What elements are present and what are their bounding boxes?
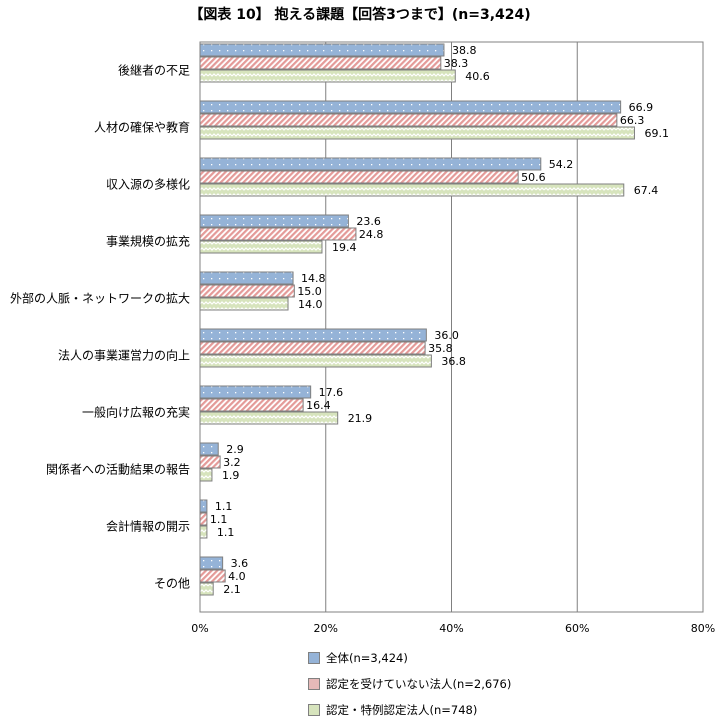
legend-label: 認定を受けていない法人(n=2,676) bbox=[326, 677, 512, 691]
bar bbox=[199, 385, 312, 399]
x-tick-label: 20% bbox=[314, 622, 338, 635]
data-label: 1.1 bbox=[215, 500, 233, 513]
data-label: 66.9 bbox=[629, 101, 654, 114]
x-tick-label: 40% bbox=[439, 622, 463, 635]
legend-label: 全体(n=3,424) bbox=[326, 651, 408, 665]
data-label: 67.4 bbox=[634, 184, 659, 197]
category-label: 関係者への活動結果の報告 bbox=[46, 463, 190, 477]
plot-border bbox=[199, 41, 704, 613]
legend-item-non-certified: 認定を受けていない法人(n=2,676) bbox=[308, 676, 511, 692]
data-label: 17.6 bbox=[319, 386, 344, 399]
data-label: 38.3 bbox=[444, 57, 469, 70]
data-label: 54.2 bbox=[549, 158, 574, 171]
legend-label: 認定・特例認定法人(n=748) bbox=[326, 703, 478, 717]
bar bbox=[199, 183, 625, 197]
chart-title: 【図表 10】 抱える課題【回答3つまで】(n=3,424) bbox=[189, 7, 531, 23]
bar bbox=[199, 468, 213, 482]
bar bbox=[199, 354, 432, 368]
bar bbox=[199, 341, 426, 355]
bar bbox=[199, 525, 208, 539]
legend-item-all: 全体(n=3,424) bbox=[308, 650, 408, 666]
data-label: 66.3 bbox=[620, 114, 645, 127]
data-label: 40.6 bbox=[465, 70, 490, 83]
category-label: 人材の確保や教育 bbox=[94, 120, 190, 135]
data-label: 2.9 bbox=[226, 443, 244, 456]
data-label: 21.9 bbox=[348, 412, 373, 425]
data-label: 1.1 bbox=[217, 526, 235, 539]
legend-swatch bbox=[308, 678, 320, 690]
x-tick-label: 60% bbox=[565, 622, 589, 635]
bar bbox=[199, 284, 295, 298]
data-label: 38.8 bbox=[452, 44, 477, 57]
category-label: 外部の人脈・ネットワークの拡大 bbox=[10, 291, 190, 306]
category-label: 後継者の不足 bbox=[118, 63, 190, 78]
data-label: 3.2 bbox=[223, 456, 241, 469]
data-label: 4.0 bbox=[228, 570, 246, 583]
bar bbox=[199, 398, 304, 412]
legend-item-certified: 認定・特例認定法人(n=748) bbox=[308, 702, 477, 718]
bar bbox=[199, 556, 224, 570]
bar bbox=[199, 214, 349, 228]
category-label: その他 bbox=[154, 577, 190, 591]
data-label: 15.0 bbox=[297, 285, 322, 298]
bar bbox=[199, 240, 323, 254]
category-label: 収入源の多様化 bbox=[106, 178, 190, 192]
x-tick-label: 0% bbox=[191, 622, 208, 635]
category-label: 法人の事業運営力の向上 bbox=[58, 348, 190, 363]
bar bbox=[199, 512, 208, 526]
bar bbox=[199, 227, 357, 241]
data-label: 50.6 bbox=[521, 171, 546, 184]
bar bbox=[199, 328, 427, 342]
data-label: 36.8 bbox=[441, 355, 466, 368]
bar bbox=[199, 56, 442, 70]
bar bbox=[199, 569, 226, 583]
legend-swatch bbox=[308, 704, 320, 716]
data-label: 2.1 bbox=[223, 583, 241, 596]
data-label: 35.8 bbox=[428, 342, 453, 355]
data-label: 19.4 bbox=[332, 241, 357, 254]
bar bbox=[199, 455, 221, 469]
data-label: 14.0 bbox=[298, 298, 323, 311]
bar bbox=[199, 170, 519, 184]
data-label: 14.8 bbox=[301, 272, 326, 285]
data-label: 16.4 bbox=[306, 399, 331, 412]
bar bbox=[199, 271, 294, 285]
bar bbox=[199, 442, 219, 456]
bar bbox=[199, 157, 542, 171]
category-label: 会計情報の開示 bbox=[106, 519, 190, 534]
category-label: 一般向け広報の充実 bbox=[82, 405, 190, 420]
x-tick-label: 80% bbox=[691, 622, 715, 635]
data-label: 69.1 bbox=[644, 127, 669, 140]
bar bbox=[199, 297, 289, 311]
bar bbox=[199, 113, 618, 127]
data-label: 1.1 bbox=[210, 513, 228, 526]
bar bbox=[199, 126, 635, 140]
bar bbox=[199, 582, 214, 596]
bar bbox=[199, 43, 445, 57]
bar bbox=[199, 411, 339, 425]
bar bbox=[199, 499, 208, 513]
data-label: 23.6 bbox=[356, 215, 381, 228]
data-label: 3.6 bbox=[231, 557, 249, 570]
data-label: 36.0 bbox=[434, 329, 459, 342]
bar bbox=[199, 100, 622, 114]
category-label: 事業規模の拡充 bbox=[106, 234, 190, 249]
data-label: 24.8 bbox=[359, 228, 384, 241]
legend-swatch bbox=[308, 652, 320, 664]
data-label: 1.9 bbox=[222, 469, 240, 482]
bar bbox=[199, 69, 456, 83]
